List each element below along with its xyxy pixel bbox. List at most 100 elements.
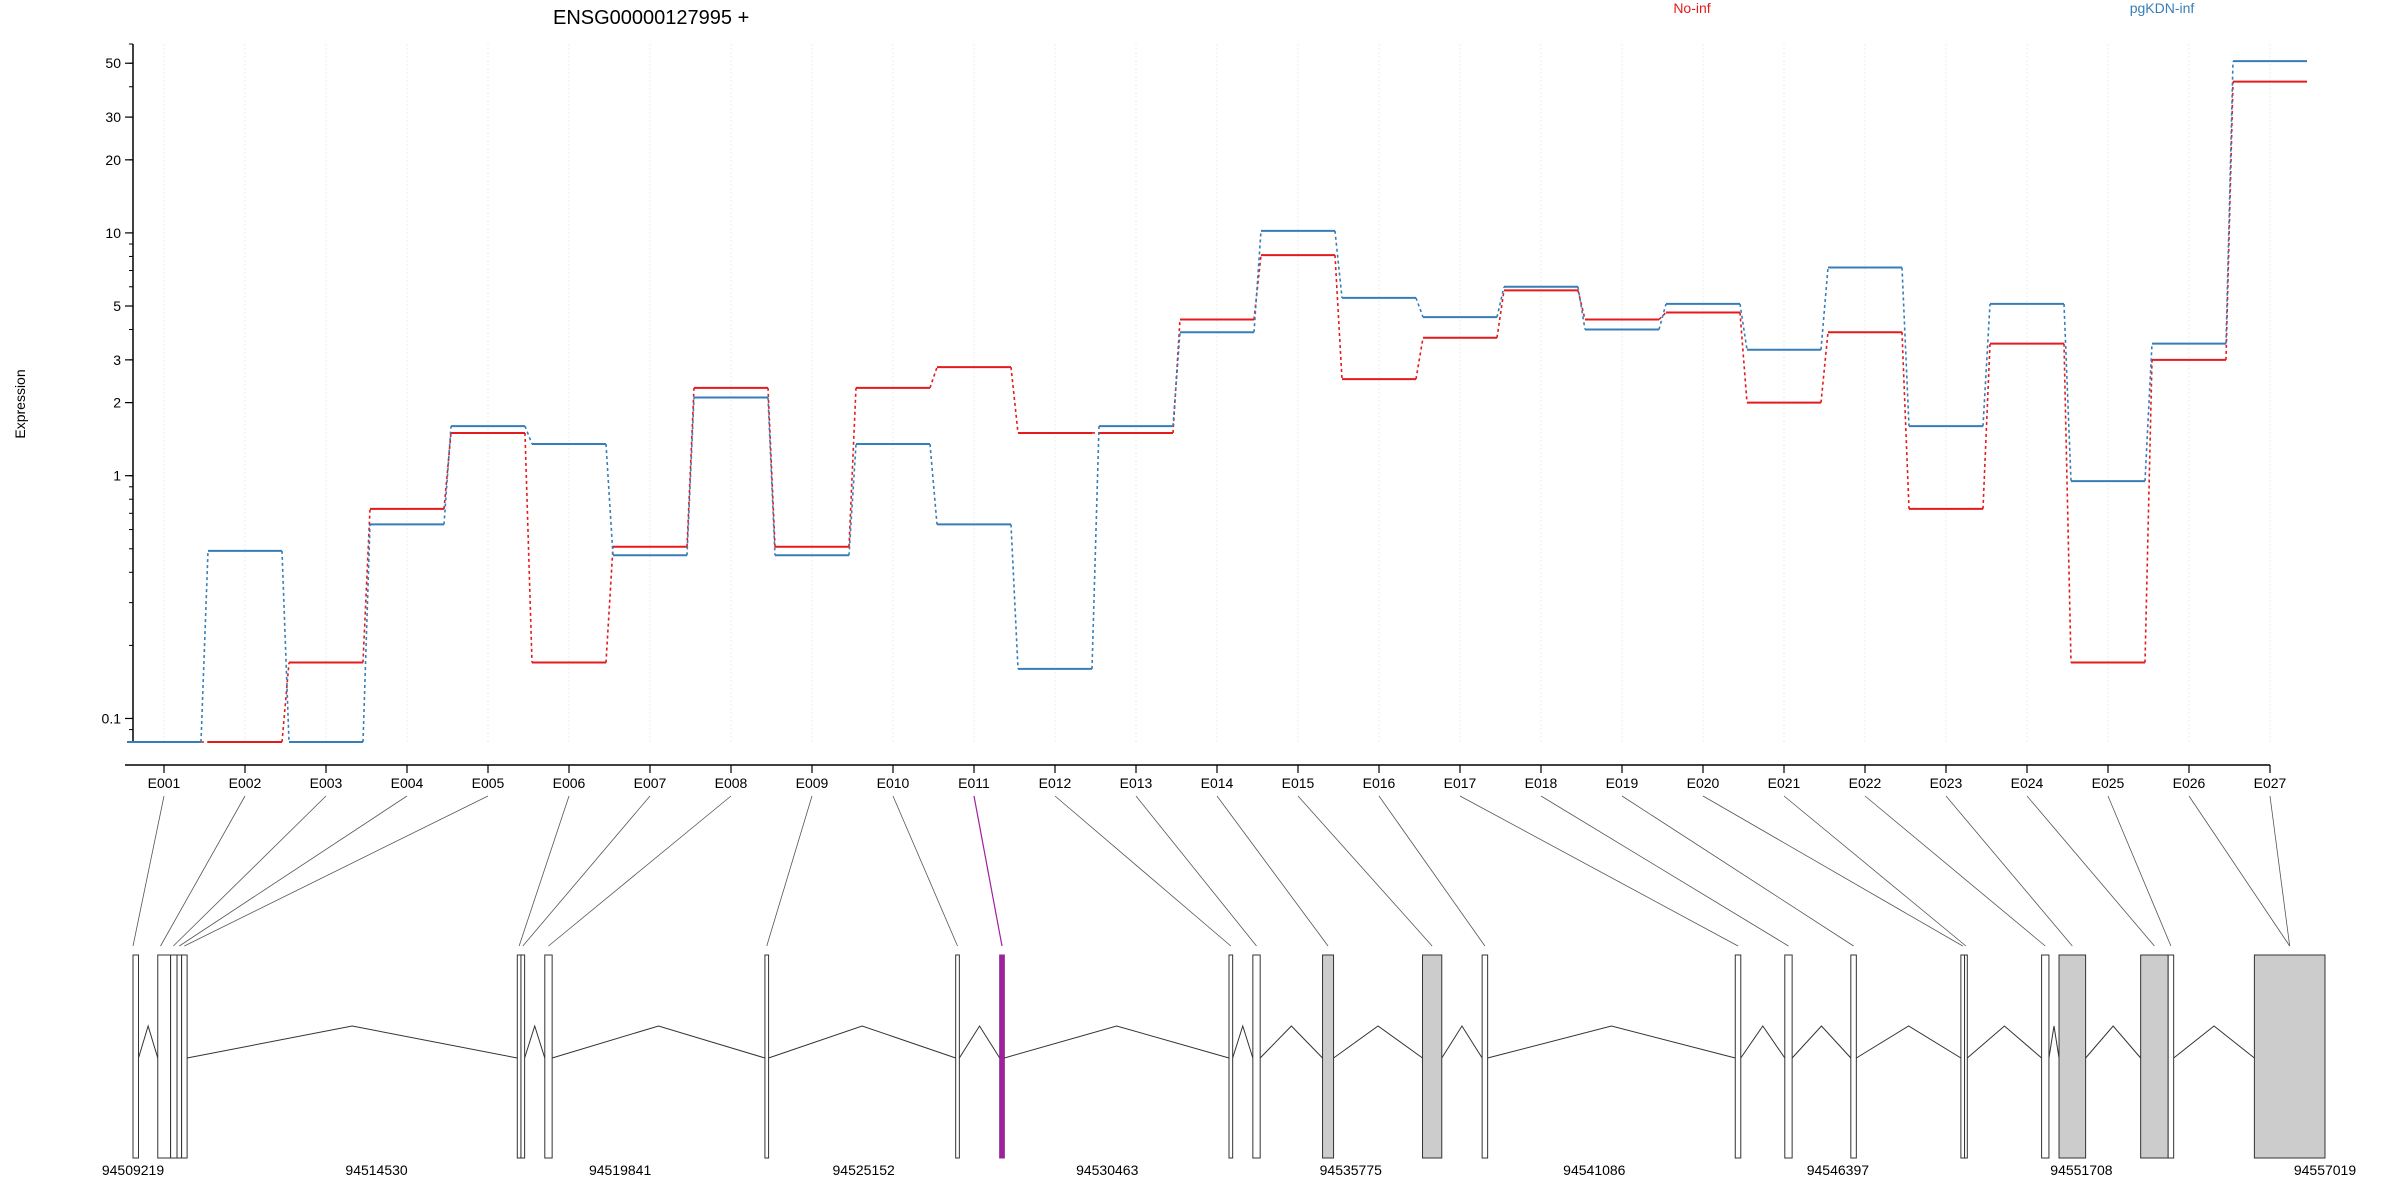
gene-model [132,954,2326,1159]
series-1-connector [2063,343,2072,663]
y-tick-label: 3 [113,352,121,368]
intron [2048,1025,2060,1059]
x-tick-label-e003: E003 [310,775,343,791]
exon-box [132,954,140,1159]
series-1-connector [362,508,371,663]
x-tick-label-e024: E024 [2011,775,2044,791]
intron [187,1025,518,1059]
intron [1004,1025,1230,1059]
exon-connector-e004 [179,795,408,947]
series-2-connector [686,397,695,556]
series-2-connector [1091,426,1100,669]
series-1-connector [1496,290,1505,338]
exon-connector-e013 [1135,795,1257,947]
series-1-connector [929,366,938,389]
series-layer [127,60,2307,743]
series-1-connector [2144,359,2153,663]
x-tick-label-e027: E027 [2254,775,2287,791]
series-1-connector [1739,312,1748,403]
exon-connector-e021 [1783,795,1967,947]
y-tick-label: 0.1 [102,710,122,726]
exon-connector-e011 [973,795,1003,947]
exon-box [2253,954,2326,1159]
x-tick-label-e025: E025 [2092,775,2125,791]
exon-connector-e022 [1864,795,2046,947]
genomic-axis: 94509219 94514530 94519841 94525152 94530463… [102,1162,2357,1178]
series-2-connector [281,550,290,743]
series-2-connector [1982,303,1991,427]
series-2-connector [1901,267,1910,427]
exon-connector-e025 [2107,795,2172,947]
exon-connector-e002 [160,795,246,947]
series-1-connector [686,387,695,547]
exon-box [1964,954,1968,1159]
intron [1966,1025,2042,1059]
x-tick-label-e023: E023 [1930,775,1963,791]
y-tick-label: 2 [113,395,121,411]
exon-connector-e008 [548,795,732,947]
intron [1259,1025,1323,1059]
series-2-connector [1496,286,1505,318]
series-1-connector [281,662,290,743]
genomic-tick-label: 94535775 [1320,1162,1383,1178]
x-tick-label-e021: E021 [1768,775,1801,791]
x-tick-label-e022: E022 [1849,775,1882,791]
x-tick-label-e026: E026 [2173,775,2206,791]
exon-box [1228,954,1234,1159]
exon-connector-e020 [1702,795,1963,947]
x-tick-label-e007: E007 [634,775,667,791]
exon-box [1850,954,1857,1159]
series-2-connector [767,397,776,556]
exon-box [2041,954,2050,1159]
exon-connector-e010 [892,795,958,947]
intron [2085,1025,2142,1059]
intron [1487,1025,1736,1059]
intron [1333,1025,1423,1059]
series-1-connector [1253,255,1262,320]
genomic-tick-label: 94541086 [1563,1162,1626,1178]
genomic-tick-label: 94551708 [2050,1162,2113,1178]
exon-connector-e005 [184,795,489,947]
exon-box [176,954,183,1159]
exon-box [181,954,188,1159]
y-tick-label: 5 [113,298,121,314]
exon-box [2167,954,2175,1159]
series-2-connector [2225,61,2234,344]
legend-item-1: No-inf [1673,0,1710,16]
exon-connector-e026 [2188,795,2291,947]
x-axis: E001 E002 E003 E004 E005 E006 E007 E008 E009 E010… [125,764,2287,791]
exon-box [1960,954,1966,1159]
series-1-connector [1334,255,1343,380]
exon-box [1322,954,1335,1159]
exon-box [1422,954,1443,1159]
exon-connector-e023 [1945,795,2073,947]
series-2-connector [443,426,452,525]
exon-box [1252,954,1261,1159]
intron [1232,1024,1254,1059]
exon-box [544,954,553,1159]
exon-box-highlighted [999,954,1005,1159]
intron [958,1025,1001,1059]
x-tick-label-e013: E013 [1120,775,1153,791]
series-2-connector [1253,230,1262,333]
legend: No-inf pgKDN-inf [1673,0,2194,16]
exon-connector-e014 [1216,795,1329,947]
series-1-connector [605,546,614,663]
series-2-connector [1577,286,1586,330]
exon-connector-e015 [1297,795,1433,947]
exon-connectors [132,795,2291,947]
intron [138,1024,159,1059]
series-1-connector [1415,337,1424,380]
intron [1856,1025,1962,1059]
series-2-connector [200,550,209,743]
exon-box [2058,954,2087,1159]
exon-box [157,954,172,1159]
series-1-connector [1658,311,1667,321]
intron [2173,1025,2255,1059]
genomic-tick-label: 94509219 [102,1162,165,1178]
exon-connector-e024 [2026,795,2155,947]
legend-item-2: pgKDN-inf [2130,0,2195,16]
series-2-connector [1010,524,1019,669]
genomic-tick-label: 94514530 [345,1162,408,1178]
